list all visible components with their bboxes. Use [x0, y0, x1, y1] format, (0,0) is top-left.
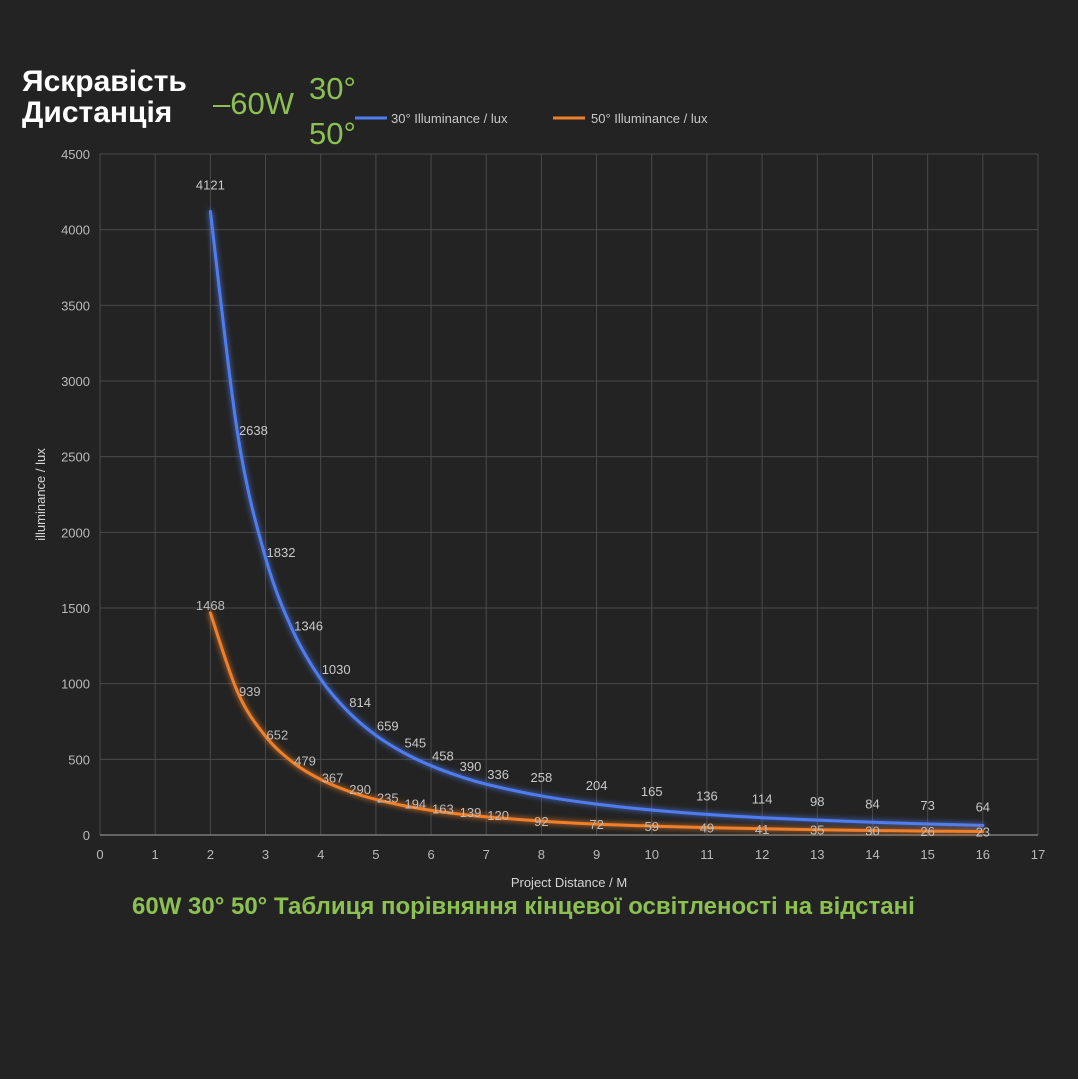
chart-series: [208, 209, 985, 834]
data-label-50: 30: [865, 823, 879, 838]
x-tick-label: 16: [976, 847, 990, 862]
data-label-50: 1468: [196, 598, 225, 613]
x-tick-label: 7: [483, 847, 490, 862]
x-tick-label: 6: [427, 847, 434, 862]
x-tick-label: 15: [920, 847, 934, 862]
data-label-50: 139: [460, 805, 482, 820]
y-tick-label: 3000: [61, 374, 90, 389]
x-tick-label: 13: [810, 847, 824, 862]
overlay-title-line2: Дистанція: [22, 96, 173, 129]
x-tick-label: 8: [538, 847, 545, 862]
series-line-30: [208, 209, 985, 827]
data-label-50: 23: [976, 825, 990, 840]
x-tick-label: 12: [755, 847, 769, 862]
data-label-30: 84: [865, 796, 879, 811]
data-label-30: 1030: [322, 662, 351, 677]
x-tick-label: 2: [207, 847, 214, 862]
y-tick-label: 500: [68, 752, 90, 767]
data-label-30: 458: [432, 749, 454, 764]
y-tick-label: 2000: [61, 525, 90, 540]
data-label-30: 2638: [239, 423, 268, 438]
overlay-angles: 30° 50°: [309, 66, 356, 156]
data-label-50: 59: [645, 819, 659, 834]
x-tick-label: 3: [262, 847, 269, 862]
data-label-30: 1832: [267, 545, 296, 560]
data-label-30: 204: [586, 778, 608, 793]
chart-legend: 30° Illuminance / lux 50° Illuminance / l…: [355, 111, 708, 126]
data-label-50: 194: [404, 797, 426, 812]
x-tick-label: 1: [152, 847, 159, 862]
data-label-30: 659: [377, 718, 399, 733]
y-tick-label: 4000: [61, 223, 90, 238]
data-label-50: 367: [322, 770, 344, 785]
data-label-50: 939: [239, 684, 261, 699]
data-label-50: 92: [534, 814, 548, 829]
data-label-30: 4121: [196, 177, 225, 192]
overlay-power: –60W: [213, 86, 294, 121]
legend-label-50: 50° Illuminance / lux: [591, 111, 708, 126]
y-axis-title: illuminance / lux: [33, 448, 48, 541]
y-tick-label: 2500: [61, 450, 90, 465]
data-label-50: 290: [349, 782, 371, 797]
y-tick-label: 1500: [61, 601, 90, 616]
data-label-50: 49: [700, 821, 714, 836]
data-label-30: 73: [920, 798, 934, 813]
series-line-50: [208, 611, 985, 834]
data-label-30: 165: [641, 784, 663, 799]
overlay-angle-30: 30°: [309, 71, 356, 106]
y-tick-label: 1000: [61, 677, 90, 692]
x-tick-label: 9: [593, 847, 600, 862]
x-tick-label: 4: [317, 847, 324, 862]
legend-label-30: 30° Illuminance / lux: [391, 111, 508, 126]
data-label-50: 652: [267, 727, 289, 742]
data-label-30: 258: [531, 770, 553, 785]
y-tick-label: 4500: [61, 147, 90, 162]
data-label-30: 64: [976, 799, 990, 814]
y-tick-label: 3500: [61, 298, 90, 313]
data-label-30: 814: [349, 695, 371, 710]
chart-caption: 60W 30° 50° Таблиця порівняння кінцевої …: [132, 893, 915, 920]
data-label-50: 163: [432, 801, 454, 816]
overlay-title-line1: Яскравість: [22, 65, 187, 98]
data-label-30: 114: [752, 792, 773, 807]
data-label-50: 120: [487, 808, 509, 823]
x-tick-label: 17: [1031, 847, 1045, 862]
x-tick-label: 10: [645, 847, 659, 862]
x-tick-label: 14: [865, 847, 879, 862]
overlay-angle-50: 50°: [309, 116, 356, 151]
data-label-30: 336: [487, 767, 509, 782]
data-label-30: 545: [404, 736, 426, 751]
data-label-50: 41: [755, 822, 769, 837]
y-tick-label: 0: [83, 828, 90, 843]
data-label-50: 479: [294, 754, 316, 769]
data-label-30: 98: [810, 794, 824, 809]
x-axis-title: Project Distance / M: [511, 875, 627, 890]
data-label-30: 1346: [294, 618, 323, 633]
chart-data-labels: 4121 2638 1832 1346 1030 814 659 545 458 390 336 25…: [196, 177, 990, 839]
chart-axes: 0 1 2 3 4 5 6 7 8 9 10 11 12 13 14 15 16 1705001000150020…: [33, 147, 1045, 890]
overlay-title: Яскравість Дистанція: [22, 66, 187, 128]
x-tick-label: 5: [372, 847, 379, 862]
data-label-30: 136: [696, 788, 718, 803]
data-label-50: 235: [377, 790, 399, 805]
x-tick-label: 0: [96, 847, 103, 862]
data-label-50: 72: [589, 817, 603, 832]
x-tick-label: 11: [700, 847, 714, 862]
data-label-30: 390: [460, 759, 482, 774]
chart-grid: [99, 153, 1039, 836]
data-label-50: 26: [920, 824, 934, 839]
data-label-50: 35: [810, 823, 824, 838]
